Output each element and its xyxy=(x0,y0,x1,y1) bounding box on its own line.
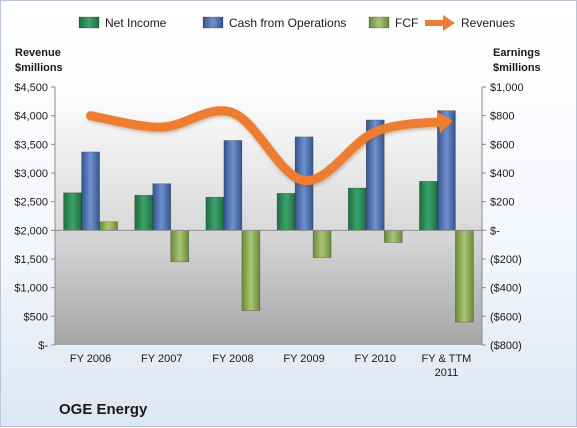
legend-swatch-net-income xyxy=(78,16,100,29)
category-label: FY 2008 xyxy=(212,353,253,365)
left-axis-title-line2: $millions xyxy=(15,62,63,74)
category-label: FY 2006 xyxy=(70,353,111,365)
right-tick-label: $1,000 xyxy=(490,82,524,94)
chart-title: OGE Energy xyxy=(59,401,148,418)
left-tick-label: $3,000 xyxy=(14,168,48,180)
bar-cash-from-operations xyxy=(223,140,243,231)
right-axis-ticks: ($800) ($600) ($400) ($200) $- $200 $400 $600 $8… xyxy=(482,82,524,352)
legend-arrow-revenues xyxy=(443,15,455,31)
bar-net-income xyxy=(63,192,82,231)
right-tick-label: ($200) xyxy=(490,254,522,266)
left-tick-label: $4,500 xyxy=(14,82,48,94)
bar-net-income xyxy=(419,181,438,231)
legend: Net Income Cash from Operations FCF Revenue… xyxy=(78,15,515,31)
revenue-line-arrowhead xyxy=(436,111,453,134)
right-tick-label: ($800) xyxy=(490,340,522,352)
left-tick-label: $4,000 xyxy=(14,111,48,123)
revenue-line-layer xyxy=(86,106,453,185)
bar-cash-from-operations xyxy=(81,151,100,231)
legend-label-cash-from-operations: Cash from Operations xyxy=(229,16,346,30)
left-axis-title-line1: Revenue xyxy=(15,47,61,59)
right-axis-title-line1: Earnings xyxy=(493,47,540,59)
left-tick-label: $2,500 xyxy=(14,197,48,209)
right-tick-label: $- xyxy=(490,225,500,237)
right-tick-label: ($600) xyxy=(490,311,522,323)
left-tick-label: $2,000 xyxy=(14,225,48,237)
left-tick-label: $1,000 xyxy=(14,283,48,295)
bar-fcf xyxy=(241,230,261,311)
category-label: FY & TTM 2011 xyxy=(422,353,472,379)
left-tick-label: $500 xyxy=(24,311,48,323)
bar-fcf xyxy=(170,230,190,263)
bar-fcf xyxy=(383,230,403,243)
right-tick-label: $800 xyxy=(490,111,514,123)
legend-swatch-cash-from-operations xyxy=(202,16,224,29)
category-label: FY 2010 xyxy=(355,353,396,365)
bar-net-income xyxy=(134,194,154,231)
plot-area xyxy=(55,87,482,345)
right-tick-label: $600 xyxy=(490,139,514,151)
bar-cash-from-operations xyxy=(152,183,172,231)
right-tick-label: $200 xyxy=(490,197,514,209)
legend-swatch-fcf xyxy=(368,16,390,29)
bar-net-income xyxy=(347,187,367,231)
category-label: FY 2007 xyxy=(141,353,182,365)
left-tick-label: $1,500 xyxy=(14,254,48,266)
left-tick-label: $3,500 xyxy=(14,139,48,151)
bar-net-income xyxy=(205,196,225,231)
bars xyxy=(63,110,474,323)
revenue-line xyxy=(86,106,451,185)
category-label: FY 2009 xyxy=(283,353,324,365)
right-tick-label: ($400) xyxy=(490,283,522,295)
right-axis-title-line2: $millions xyxy=(493,62,541,74)
legend-label-net-income: Net Income xyxy=(105,16,167,30)
bar-fcf xyxy=(312,230,332,258)
bar-fcf xyxy=(455,230,474,323)
left-axis-ticks: $- $500 $1,000 $1,500 $2,000 $2,500 $3,000 $3,5… xyxy=(14,82,55,352)
category-labels: FY 2006 FY 2007 FY 2008 FY 2009 FY 2010 FY & … xyxy=(70,353,471,379)
bar-net-income xyxy=(276,193,296,231)
legend-label-fcf: FCF xyxy=(395,16,418,30)
legend-label-revenues: Revenues xyxy=(461,16,515,30)
right-tick-label: $400 xyxy=(490,168,514,180)
left-tick-label: $- xyxy=(38,340,48,352)
bar-fcf xyxy=(99,221,118,231)
